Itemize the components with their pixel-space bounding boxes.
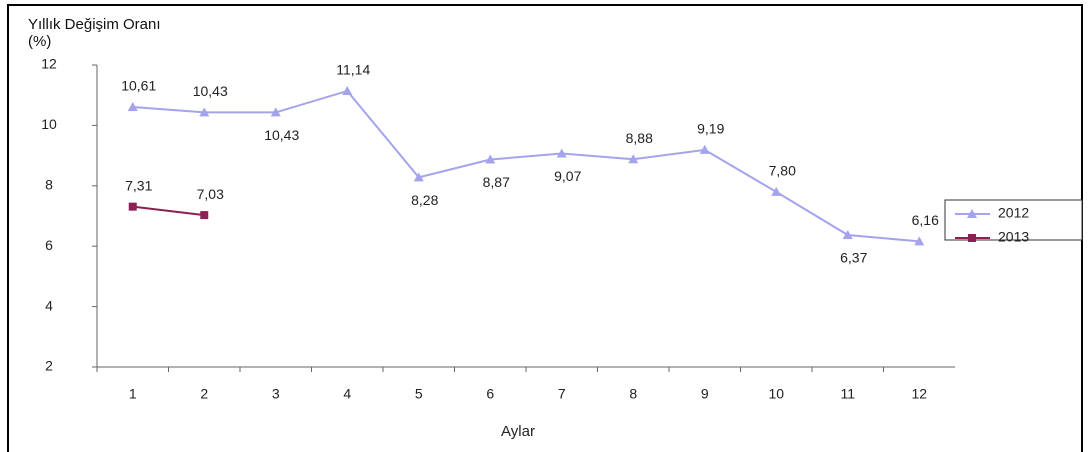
value-label: 8,87: [483, 174, 510, 190]
x-tick-label: 2: [200, 386, 208, 402]
value-label: 10,43: [264, 127, 299, 143]
y-tick-label: 10: [41, 116, 57, 132]
value-label: 11,14: [336, 62, 370, 78]
series-line: [132, 89, 920, 243]
marker: [556, 148, 567, 158]
x-tick-label: 6: [486, 386, 494, 402]
y-tick-label: 6: [45, 237, 53, 253]
x-tick-label: 7: [558, 386, 566, 402]
value-label: 10,43: [193, 83, 228, 99]
x-tick-label: 8: [629, 386, 637, 402]
marker: [127, 101, 138, 111]
marker: [199, 107, 210, 117]
value-label: 9,07: [554, 168, 581, 184]
x-tick-label: 3: [272, 386, 280, 402]
y-tick-label: 2: [45, 358, 53, 374]
marker: [628, 154, 639, 164]
y-tick-label: 12: [41, 56, 57, 72]
value-label: 6,16: [912, 212, 939, 228]
marker: [413, 172, 424, 182]
y-axis-title: Yıllık Değişim Oranı (%): [28, 16, 161, 50]
x-tick-label: 11: [840, 386, 855, 402]
marker: [967, 209, 977, 218]
y-tick-label: 8: [45, 177, 53, 193]
marker: [200, 211, 209, 220]
value-label: 9,19: [697, 121, 724, 137]
legend-label: 2013: [998, 229, 1029, 245]
legend-box: [944, 199, 1083, 241]
x-axis-title: Aylar: [501, 423, 535, 440]
marker: [968, 234, 976, 242]
x-tick-label: 10: [768, 386, 784, 402]
marker: [342, 85, 353, 95]
value-label: 7,80: [769, 163, 796, 179]
value-label: 6,37: [840, 250, 867, 266]
x-tick-label: 5: [415, 386, 423, 402]
marker: [270, 107, 281, 117]
marker: [699, 144, 710, 154]
marker: [771, 186, 782, 196]
x-tick-label: 12: [911, 386, 927, 402]
series-line: [132, 205, 205, 217]
value-label: 7,31: [125, 177, 152, 193]
value-label: 8,88: [626, 130, 653, 146]
value-label: 10,61: [121, 78, 156, 94]
marker: [485, 154, 496, 164]
x-tick-label: 1: [129, 386, 137, 402]
legend-label: 2012: [998, 205, 1029, 221]
marker: [914, 236, 925, 246]
x-tick-label: 4: [343, 386, 351, 402]
marker: [128, 202, 137, 211]
x-tick-label: 9: [701, 386, 709, 402]
y-tick-label: 4: [45, 297, 53, 313]
marker: [842, 230, 853, 240]
value-label: 8,28: [411, 192, 438, 208]
value-label: 7,03: [197, 186, 224, 202]
